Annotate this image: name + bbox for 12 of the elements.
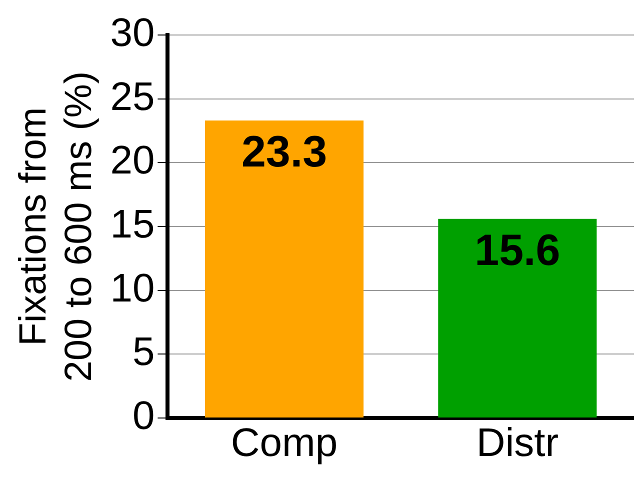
- y-axis-title: Fixations from 200 to 600 ms (%): [12, 71, 100, 382]
- y-tick-label: 5: [132, 330, 155, 374]
- y-tick-label: 10: [110, 266, 155, 310]
- data-label: 15.6: [474, 226, 560, 275]
- y-tick-label: 15: [110, 202, 155, 247]
- y-tick-label: 0: [132, 394, 155, 438]
- y-tick-label: 30: [110, 11, 155, 56]
- y-tick-label: 25: [110, 74, 155, 119]
- x-tick-label: Comp: [230, 421, 338, 466]
- data-label: 23.3: [241, 128, 328, 177]
- y-tick-label: 20: [110, 138, 155, 183]
- x-tick-label: Distr: [476, 421, 559, 466]
